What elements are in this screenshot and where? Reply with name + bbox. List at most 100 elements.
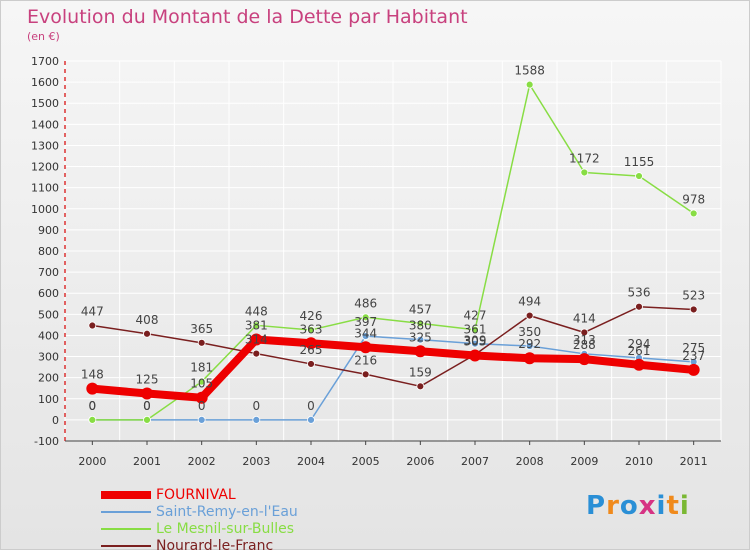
data-point (580, 328, 589, 337)
legend-swatch (101, 510, 151, 513)
data-point (197, 338, 206, 347)
data-point (307, 415, 315, 424)
data-label: 148 (81, 368, 104, 382)
logo-letter: i (656, 491, 667, 521)
x-tick-label: 2010 (625, 455, 653, 468)
data-label: 486 (354, 296, 377, 310)
y-tick-label: 1700 (31, 55, 59, 68)
data-label: 0 (89, 399, 97, 413)
x-axis: 2000 2001 2002 2003 2004 2005 2006 2007 2008 2009… (65, 440, 721, 468)
logo-letter: x (638, 491, 657, 521)
data-point (578, 353, 591, 366)
data-point (88, 415, 97, 424)
data-label: 447 (81, 305, 104, 319)
data-point (525, 342, 534, 350)
series-line-3 (91, 305, 695, 388)
data-point (361, 332, 370, 340)
data-point (471, 339, 479, 348)
logo-letter: i (679, 491, 690, 521)
data-point (689, 305, 698, 314)
data-point (143, 329, 151, 338)
data-point (416, 382, 425, 391)
y-tick-label: 0 (52, 414, 59, 427)
data-label: 125 (136, 373, 159, 387)
y-tick-label: 100 (38, 393, 59, 406)
data-label: 181 (190, 361, 213, 375)
y-tick-label: 500 (38, 308, 59, 321)
legend-item: Nourard-le-Franc (101, 537, 298, 554)
series-lines (86, 80, 700, 424)
x-tick-label: 2004 (297, 455, 325, 468)
data-label: 494 (518, 295, 541, 309)
data-label: 397 (354, 315, 377, 329)
y-tick-label: 1500 (31, 97, 59, 110)
data-point (197, 377, 206, 386)
data-point (635, 172, 643, 180)
data-point (525, 311, 534, 320)
data-label: 294 (628, 337, 651, 351)
data-label: 105 (190, 377, 213, 391)
y-tick-label: 400 (38, 329, 59, 342)
data-point (416, 335, 425, 344)
legend-item: FOURNIVAL (101, 486, 298, 503)
series-line-1 (91, 335, 695, 421)
data-label: 237 (682, 349, 705, 363)
data-point (88, 321, 97, 330)
data-point (252, 349, 261, 358)
data-point (197, 415, 206, 424)
legend-label: Le Mesnil-sur-Bulles (156, 520, 295, 537)
data-point (359, 341, 372, 354)
data-label: 1588 (514, 64, 545, 78)
data-label: 314 (245, 333, 268, 347)
data-label: 408 (136, 313, 159, 327)
data-label: 325 (409, 330, 432, 344)
data-point (469, 349, 481, 362)
data-label: 216 (354, 353, 377, 367)
legend-item: Saint-Remy-en-l'Eau (101, 503, 298, 520)
legend-label: FOURNIVAL (156, 486, 236, 503)
data-point (416, 319, 425, 328)
x-tick-label: 2000 (78, 455, 106, 468)
logo-letter: P (586, 491, 607, 521)
data-label: 0 (143, 399, 151, 413)
data-label: 0 (143, 399, 151, 413)
y-tick-label: 200 (38, 372, 59, 385)
data-label: 261 (628, 344, 651, 358)
y-tick-label: 1200 (31, 161, 59, 174)
x-tick-label: 2003 (242, 455, 270, 468)
data-label: 361 (464, 323, 487, 337)
y-tick-label: 300 (38, 351, 59, 364)
x-tick-label: 2009 (570, 455, 598, 468)
legend-label: Saint-Remy-en-l'Eau (156, 503, 298, 520)
data-label: 350 (518, 325, 541, 339)
data-label: 0 (307, 399, 315, 413)
y-tick-label: 1400 (31, 118, 59, 131)
data-point (361, 370, 370, 379)
proxiti-logo: Proxiti (586, 491, 690, 521)
y-axis: -100 0 100 200 300 400 500 600 700 800 900 1000 1100… (31, 55, 66, 448)
legend-swatch (101, 490, 151, 499)
data-label: 292 (518, 337, 541, 351)
data-label: 1155 (624, 155, 655, 169)
data-point (250, 333, 263, 346)
y-tick-label: -100 (34, 435, 59, 448)
data-label: 159 (409, 365, 432, 379)
data-label: 427 (464, 309, 487, 323)
legend: FOURNIVAL Saint-Remy-en-l'Eau Le Mesnil-su… (101, 486, 298, 554)
data-point (252, 321, 261, 330)
series-line-0 (88, 335, 698, 402)
data-label: 1172 (569, 151, 600, 165)
data-label: 313 (573, 333, 596, 347)
data-label: 0 (198, 399, 206, 413)
data-point (195, 391, 208, 404)
series-line-2 (91, 83, 695, 421)
data-point (687, 363, 700, 376)
y-tick-label: 1300 (31, 139, 59, 152)
x-tick-label: 2011 (680, 455, 708, 468)
x-tick-label: 2008 (516, 455, 544, 468)
logo-letter: t (666, 491, 680, 521)
data-point (523, 352, 536, 365)
data-point (414, 345, 427, 358)
data-point (307, 326, 315, 334)
